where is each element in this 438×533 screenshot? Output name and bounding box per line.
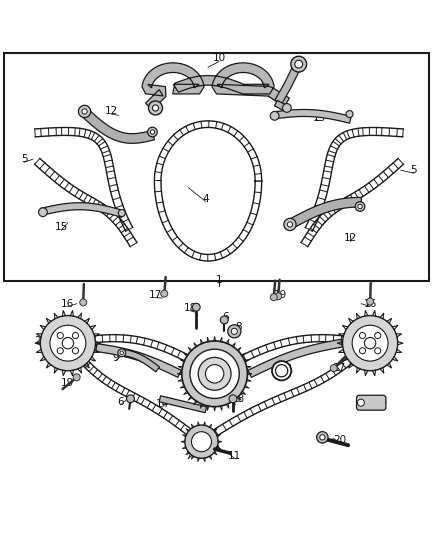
Circle shape [120, 351, 124, 354]
Text: 18: 18 [232, 394, 245, 404]
Text: 6: 6 [117, 397, 124, 407]
Circle shape [148, 101, 162, 115]
Circle shape [39, 208, 47, 216]
Circle shape [343, 316, 398, 371]
Circle shape [295, 60, 303, 68]
Circle shape [192, 303, 200, 311]
Text: 6: 6 [222, 312, 229, 322]
Circle shape [182, 341, 247, 407]
Text: 16: 16 [61, 298, 74, 309]
Text: 16: 16 [364, 298, 377, 309]
Circle shape [152, 105, 159, 111]
Circle shape [118, 209, 125, 216]
Text: 15: 15 [313, 112, 326, 123]
Polygon shape [275, 100, 288, 111]
Text: 19: 19 [274, 290, 287, 300]
Circle shape [80, 299, 87, 306]
Circle shape [57, 348, 64, 354]
Circle shape [364, 337, 376, 349]
Circle shape [205, 365, 224, 383]
Circle shape [40, 316, 95, 371]
Circle shape [231, 328, 237, 334]
Text: 21: 21 [280, 365, 293, 374]
Bar [4, 53, 429, 280]
Circle shape [374, 333, 381, 338]
Text: 9: 9 [113, 353, 120, 362]
Circle shape [355, 201, 365, 211]
Circle shape [127, 395, 134, 403]
Polygon shape [96, 344, 181, 377]
Text: 13: 13 [374, 397, 388, 407]
Text: 3: 3 [391, 336, 398, 346]
Text: 5: 5 [410, 165, 417, 175]
Text: 20: 20 [333, 434, 346, 445]
Circle shape [346, 110, 353, 118]
Circle shape [270, 111, 279, 120]
Text: 17: 17 [149, 290, 162, 300]
Polygon shape [248, 340, 343, 377]
Circle shape [198, 358, 231, 390]
Text: 17: 17 [333, 363, 346, 373]
Polygon shape [41, 203, 124, 217]
Circle shape [276, 365, 288, 377]
Text: 8: 8 [235, 322, 242, 332]
Circle shape [185, 425, 218, 458]
Circle shape [360, 348, 366, 354]
Polygon shape [287, 197, 361, 229]
Circle shape [283, 103, 291, 112]
Circle shape [272, 361, 291, 381]
Polygon shape [159, 396, 207, 413]
FancyBboxPatch shape [357, 395, 386, 410]
Text: 15: 15 [55, 222, 68, 232]
Circle shape [150, 130, 155, 134]
Circle shape [148, 127, 157, 137]
Circle shape [358, 204, 362, 209]
Text: 1: 1 [215, 274, 223, 285]
Polygon shape [142, 63, 290, 110]
Circle shape [191, 432, 212, 451]
Circle shape [72, 333, 78, 338]
Circle shape [330, 365, 337, 372]
Circle shape [220, 316, 228, 324]
Circle shape [228, 325, 241, 338]
Text: 5: 5 [21, 154, 28, 164]
Circle shape [50, 325, 86, 361]
Circle shape [360, 333, 366, 338]
Circle shape [229, 395, 237, 403]
Text: 12: 12 [344, 233, 357, 243]
Text: 2: 2 [34, 336, 41, 346]
Polygon shape [275, 63, 301, 104]
Circle shape [374, 348, 381, 354]
Circle shape [284, 219, 296, 231]
Circle shape [270, 294, 277, 301]
Text: 19: 19 [61, 377, 74, 387]
Circle shape [367, 298, 374, 305]
Text: 4: 4 [202, 193, 209, 204]
Circle shape [352, 325, 388, 361]
Circle shape [72, 348, 78, 354]
Polygon shape [120, 349, 159, 372]
Circle shape [275, 293, 282, 300]
Circle shape [291, 56, 307, 72]
Text: 18: 18 [184, 303, 197, 313]
Text: 10: 10 [212, 53, 226, 63]
Circle shape [320, 435, 325, 440]
Circle shape [287, 222, 293, 227]
Circle shape [161, 290, 168, 297]
Polygon shape [273, 109, 351, 123]
Circle shape [57, 333, 64, 338]
Circle shape [190, 349, 239, 399]
Circle shape [82, 109, 87, 114]
Text: 12: 12 [105, 106, 118, 116]
Circle shape [357, 399, 364, 406]
Circle shape [317, 432, 328, 443]
Text: 14: 14 [155, 399, 169, 409]
Circle shape [78, 106, 91, 118]
Text: 7: 7 [185, 451, 192, 461]
Polygon shape [80, 108, 155, 143]
Circle shape [118, 349, 126, 357]
Circle shape [73, 374, 80, 381]
Text: 11: 11 [228, 451, 241, 461]
Circle shape [62, 337, 74, 349]
